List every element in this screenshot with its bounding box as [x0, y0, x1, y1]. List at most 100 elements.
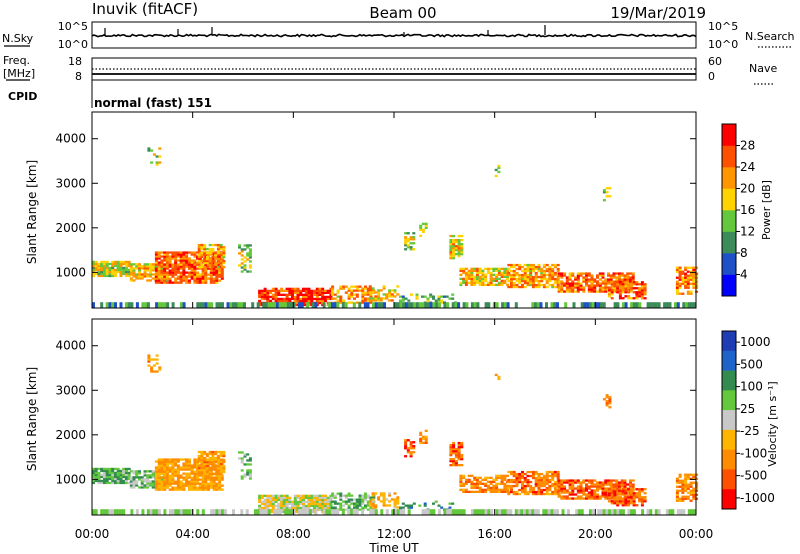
echo-cell	[92, 262, 95, 266]
echo-cell	[449, 249, 453, 252]
echo-cell	[582, 276, 586, 279]
echo-cell	[452, 443, 456, 447]
echo-cell	[598, 286, 602, 289]
echo-cell	[108, 266, 112, 270]
echo-cell	[318, 299, 322, 303]
echo-cell	[608, 195, 612, 198]
echo-cell	[678, 266, 682, 269]
echo-cell	[306, 302, 310, 309]
echo-cell	[514, 302, 518, 309]
echo-cell	[266, 494, 270, 497]
echo-cell	[280, 506, 284, 510]
echo-cell	[263, 291, 267, 294]
echo-cell	[560, 497, 564, 500]
echo-cell	[248, 260, 252, 263]
echo-cell	[336, 492, 340, 495]
echo-cell	[321, 291, 325, 294]
echo-cell	[212, 269, 216, 272]
echo-cell	[211, 462, 215, 466]
echo-cell	[537, 263, 541, 267]
echo-cell	[168, 255, 172, 258]
echo-cell	[475, 277, 479, 280]
echo-cell	[695, 493, 699, 496]
echo-cell	[154, 460, 158, 463]
echo-cell	[176, 478, 180, 481]
echo-cell	[355, 502, 359, 505]
echo-cell	[200, 452, 204, 456]
echo-cell	[314, 509, 318, 516]
echo-cell	[388, 299, 392, 302]
echo-cell	[515, 271, 519, 275]
echo-cell	[568, 278, 572, 281]
echo-cell	[307, 496, 311, 499]
echo-cell	[219, 253, 223, 257]
echo-cell	[190, 277, 194, 280]
echo-cell	[215, 509, 219, 516]
echo-cell	[310, 289, 314, 292]
echo-cell	[512, 275, 516, 279]
echo-cell	[409, 453, 413, 456]
echo-cell	[635, 302, 639, 309]
echo-cell	[196, 279, 200, 282]
echo-cell	[140, 275, 144, 278]
echo-cell	[675, 491, 679, 494]
echo-cell	[574, 497, 578, 500]
echo-cell	[94, 509, 98, 516]
echo-cell	[100, 264, 104, 268]
echo-cell	[154, 466, 158, 469]
echo-cell	[548, 470, 552, 474]
echo-cell	[681, 282, 685, 285]
echo-cell	[601, 288, 605, 291]
echo-cell	[160, 476, 164, 479]
echo-cell	[198, 263, 202, 266]
echo-cell	[171, 281, 175, 284]
echo-cell	[190, 476, 194, 479]
echo-cell	[197, 466, 201, 470]
echo-cell	[598, 485, 602, 488]
echo-cell	[299, 500, 303, 503]
echo-cell	[280, 504, 284, 508]
echo-cell	[220, 488, 224, 491]
echo-cell	[529, 470, 533, 474]
echo-cell	[324, 502, 327, 506]
echo-cell	[211, 450, 215, 454]
echo-cell	[271, 287, 275, 290]
echo-cell	[321, 494, 325, 497]
echo-cell	[209, 253, 213, 256]
echo-cell	[266, 496, 270, 499]
echo-cell	[532, 265, 535, 269]
echo-cell	[629, 502, 633, 505]
echo-cell	[612, 272, 616, 275]
echo-cell	[203, 245, 207, 249]
echo-cell	[324, 498, 327, 501]
echo-cell	[157, 462, 161, 465]
echo-cell	[212, 261, 216, 264]
echo-cell	[198, 281, 202, 284]
echo-cell	[406, 240, 410, 243]
echo-cell	[613, 502, 617, 505]
echo-cell	[459, 488, 463, 491]
echo-cell	[203, 470, 207, 474]
echo-cell	[678, 272, 682, 275]
colorbar-tick-label: 1000	[740, 335, 771, 349]
echo-cell	[157, 474, 161, 477]
echo-cell	[607, 282, 610, 285]
echo-cell	[196, 464, 200, 467]
echo-cell	[171, 257, 175, 260]
echo-cell	[171, 466, 175, 469]
echo-cell	[204, 279, 208, 282]
echo-cell	[506, 302, 510, 309]
echo-cell	[302, 289, 305, 292]
echo-cell	[623, 274, 627, 277]
echo-cell	[149, 470, 152, 473]
echo-cell	[157, 488, 161, 491]
echo-cell	[478, 482, 482, 485]
echo-cell	[618, 502, 622, 505]
echo-cell	[204, 275, 208, 278]
echo-cell	[529, 271, 533, 275]
echo-cell	[385, 504, 389, 507]
echo-cell	[111, 264, 115, 268]
echo-cell	[138, 478, 141, 481]
echo-cell	[196, 470, 200, 473]
echo-cell	[171, 275, 175, 278]
